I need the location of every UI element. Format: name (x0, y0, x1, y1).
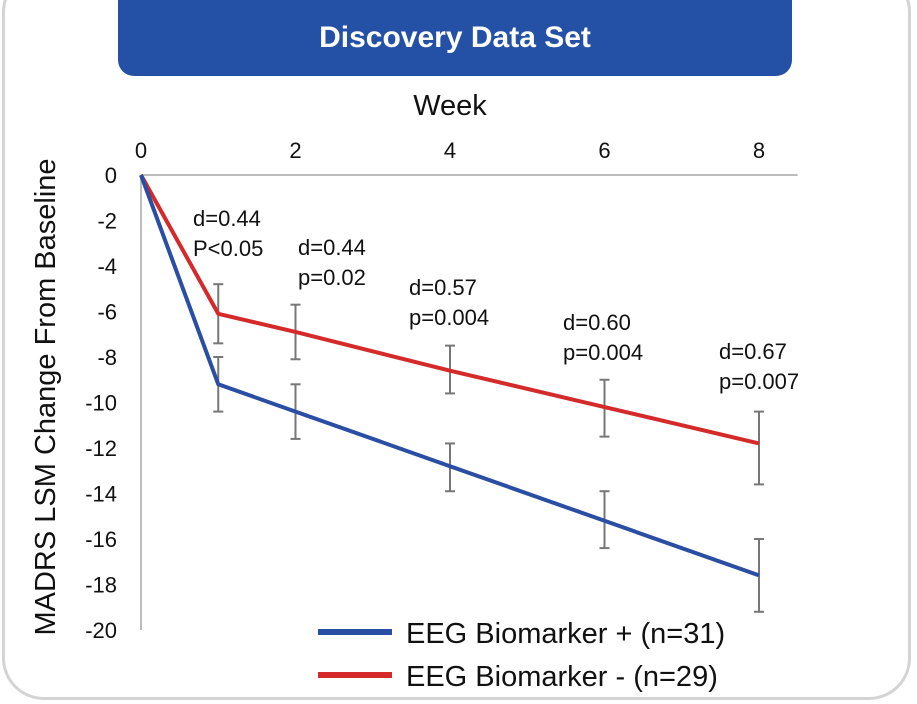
x-tick-label: 6 (598, 138, 610, 163)
annotation-p-value: p=0.004 (409, 305, 489, 330)
y-tick-label: -8 (97, 345, 117, 370)
annotation-d-value: d=0.57 (409, 275, 477, 300)
axes: 0 2 4 6 8 0 -2 -4 -6 -8 -10 -12 -14 -16 -18 -20 Week MADR… (30, 90, 798, 643)
annotation-p-value: p=0.007 (719, 369, 799, 394)
series-lines (139, 174, 760, 578)
y-tick-label: 0 (105, 163, 117, 188)
annotation-p-value: p=0.004 (563, 340, 643, 365)
annotations: d=0.44 P<0.05 d=0.44 p=0.02 d=0.57 p=0.004 d=0… (193, 206, 799, 394)
y-tick-label: -14 (85, 482, 117, 507)
x-tick-label: 0 (135, 138, 147, 163)
y-tick-label: -6 (97, 300, 117, 325)
annotation-d-value: d=0.67 (719, 339, 787, 364)
chart-title-banner: Discovery Data Set (118, 0, 792, 76)
annotation-d-value: d=0.44 (193, 206, 261, 231)
annotation-p-value: p=0.02 (298, 265, 366, 290)
annotation-d-value: d=0.60 (563, 310, 631, 335)
y-tick-label: -18 (85, 573, 117, 598)
y-tick-label: -10 (85, 391, 117, 416)
y-tick-label: -16 (85, 527, 117, 552)
y-tick-label: -12 (85, 436, 117, 461)
y-tick-label: -2 (97, 209, 117, 234)
y-axis-title: MADRS LSM Change From Baseline (30, 158, 62, 635)
x-tick-label: 8 (753, 138, 765, 163)
annotation-p-value: P<0.05 (193, 236, 263, 261)
annotation-d-value: d=0.44 (298, 235, 366, 260)
x-tick-label: 4 (444, 138, 456, 163)
legend-entry-label: EEG Biomarker + (n=31) (406, 618, 725, 650)
chart-title: Discovery Data Set (319, 21, 591, 54)
series-line-1 (139, 174, 760, 446)
series-line-0 (139, 174, 760, 578)
y-tick-label: -20 (85, 618, 117, 643)
legend: EEG Biomarker + (n=31) EEG Biomarker - (n… (318, 618, 725, 693)
x-tick-label: 2 (289, 138, 301, 163)
legend-entry-label: EEG Biomarker - (n=29) (406, 661, 718, 693)
x-axis-title: Week (413, 90, 487, 122)
y-tick-label: -4 (97, 254, 117, 279)
